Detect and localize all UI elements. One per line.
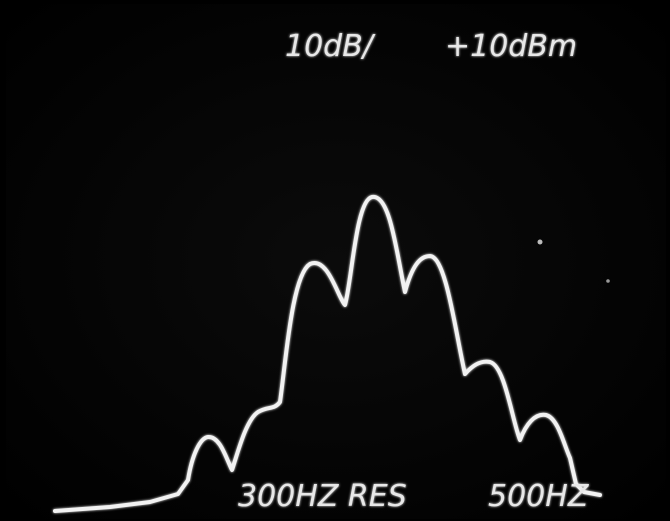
span-label: 500HZ — [488, 479, 590, 514]
screen-dot — [606, 279, 610, 283]
scale-label: 10dB/ — [285, 29, 376, 64]
spectrum-trace — [53, 195, 602, 513]
crt-face — [6, 4, 666, 519]
resolution-label: 300HZ RES — [238, 479, 407, 514]
reference-label: +10dBm — [445, 29, 577, 64]
screen-dot — [537, 239, 543, 245]
